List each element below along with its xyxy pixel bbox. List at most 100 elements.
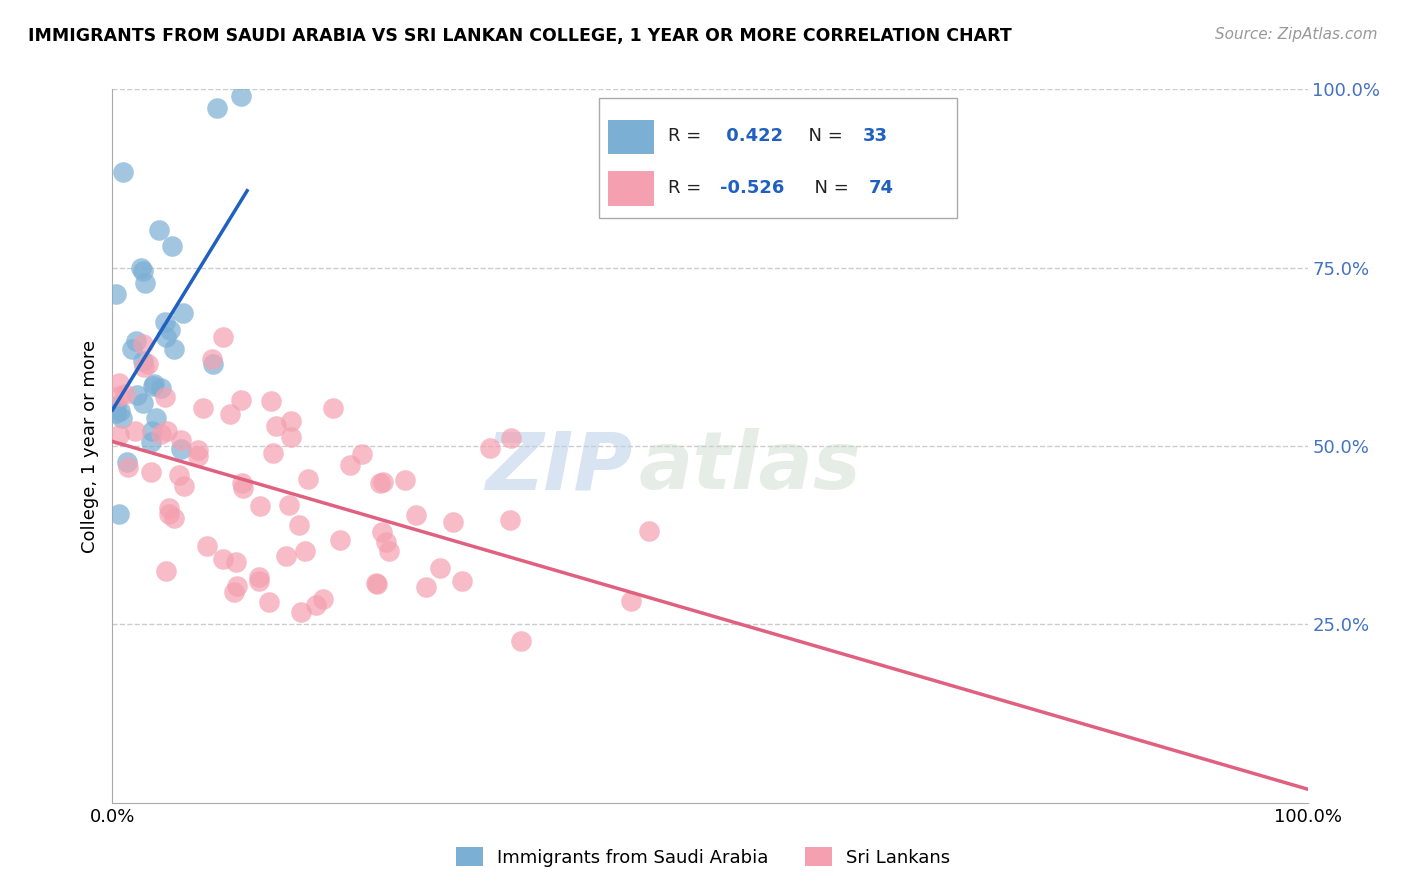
Point: [124, 424, 146, 438]
Legend: Immigrants from Saudi Arabia, Sri Lankans: Immigrants from Saudi Arabia, Sri Lankan…: [449, 840, 957, 874]
Point: [173, 479, 195, 493]
Point: [339, 458, 361, 472]
Point: [131, 264, 153, 278]
Text: ZIP: ZIP: [485, 428, 633, 507]
Point: [187, 449, 209, 463]
Point: [290, 605, 312, 619]
Point: [280, 430, 302, 444]
Point: [429, 561, 451, 575]
Point: [620, 594, 643, 608]
Point: [260, 393, 283, 408]
Point: [231, 475, 253, 490]
Point: [405, 508, 427, 522]
Point: [157, 507, 180, 521]
Point: [510, 633, 533, 648]
Point: [153, 390, 176, 404]
Point: [229, 89, 252, 103]
Point: [247, 574, 270, 588]
Text: N =: N =: [797, 128, 849, 145]
Point: [366, 577, 388, 591]
Point: [139, 434, 162, 449]
Point: [262, 446, 284, 460]
Point: [195, 539, 218, 553]
Point: [637, 524, 659, 538]
Point: [378, 544, 401, 558]
Point: [132, 359, 155, 374]
Text: atlas: atlas: [638, 428, 860, 507]
Point: [155, 564, 177, 578]
Text: Source: ZipAtlas.com: Source: ZipAtlas.com: [1215, 27, 1378, 42]
Point: [232, 482, 254, 496]
Point: [280, 414, 302, 428]
Point: [229, 393, 252, 408]
Point: [257, 595, 280, 609]
Text: R =: R =: [668, 178, 707, 196]
Point: [350, 447, 373, 461]
FancyBboxPatch shape: [599, 98, 957, 219]
Point: [201, 351, 224, 366]
Point: [132, 396, 155, 410]
Point: [115, 455, 138, 469]
Point: [294, 544, 316, 558]
Point: [225, 555, 247, 569]
Point: [105, 286, 128, 301]
Point: [170, 442, 193, 456]
Point: [222, 585, 245, 599]
Point: [441, 515, 464, 529]
Point: [131, 260, 153, 275]
Point: [451, 574, 474, 588]
Point: [149, 381, 172, 395]
Text: -0.526: -0.526: [720, 178, 785, 196]
Text: R =: R =: [668, 128, 707, 145]
Point: [114, 387, 136, 401]
Point: [112, 164, 135, 178]
Point: [415, 580, 437, 594]
FancyBboxPatch shape: [609, 120, 654, 154]
Point: [136, 358, 159, 372]
Point: [499, 513, 522, 527]
Text: 0.422: 0.422: [720, 128, 783, 145]
Point: [117, 460, 139, 475]
Point: [155, 330, 177, 344]
Point: [125, 334, 148, 349]
Point: [141, 424, 163, 438]
Point: [205, 101, 228, 115]
Point: [172, 306, 194, 320]
Point: [219, 407, 242, 421]
Point: [226, 579, 249, 593]
Point: [108, 507, 131, 521]
Text: IMMIGRANTS FROM SAUDI ARABIA VS SRI LANKAN COLLEGE, 1 YEAR OR MORE CORRELATION C: IMMIGRANTS FROM SAUDI ARABIA VS SRI LANK…: [28, 27, 1012, 45]
Point: [145, 411, 167, 425]
Point: [108, 376, 131, 391]
Point: [297, 472, 319, 486]
Point: [159, 323, 181, 337]
Point: [111, 411, 134, 425]
Point: [125, 388, 148, 402]
Point: [278, 499, 301, 513]
Point: [479, 442, 502, 456]
Point: [247, 569, 270, 583]
Point: [170, 433, 193, 447]
Point: [142, 378, 165, 392]
Point: [322, 401, 344, 416]
Point: [110, 404, 132, 418]
Point: [312, 591, 335, 606]
Point: [368, 475, 391, 490]
Point: [167, 468, 190, 483]
Point: [276, 549, 298, 563]
Point: [121, 343, 143, 357]
Y-axis label: College, 1 year or more: College, 1 year or more: [80, 340, 98, 552]
Point: [191, 401, 214, 415]
Text: 33: 33: [863, 128, 889, 145]
Point: [187, 443, 209, 458]
Point: [131, 354, 153, 368]
Point: [153, 315, 176, 329]
Point: [105, 406, 128, 420]
Point: [139, 466, 162, 480]
FancyBboxPatch shape: [609, 171, 654, 205]
Point: [264, 418, 287, 433]
Point: [329, 533, 352, 548]
Point: [394, 473, 416, 487]
Point: [305, 599, 328, 613]
Point: [134, 276, 156, 290]
